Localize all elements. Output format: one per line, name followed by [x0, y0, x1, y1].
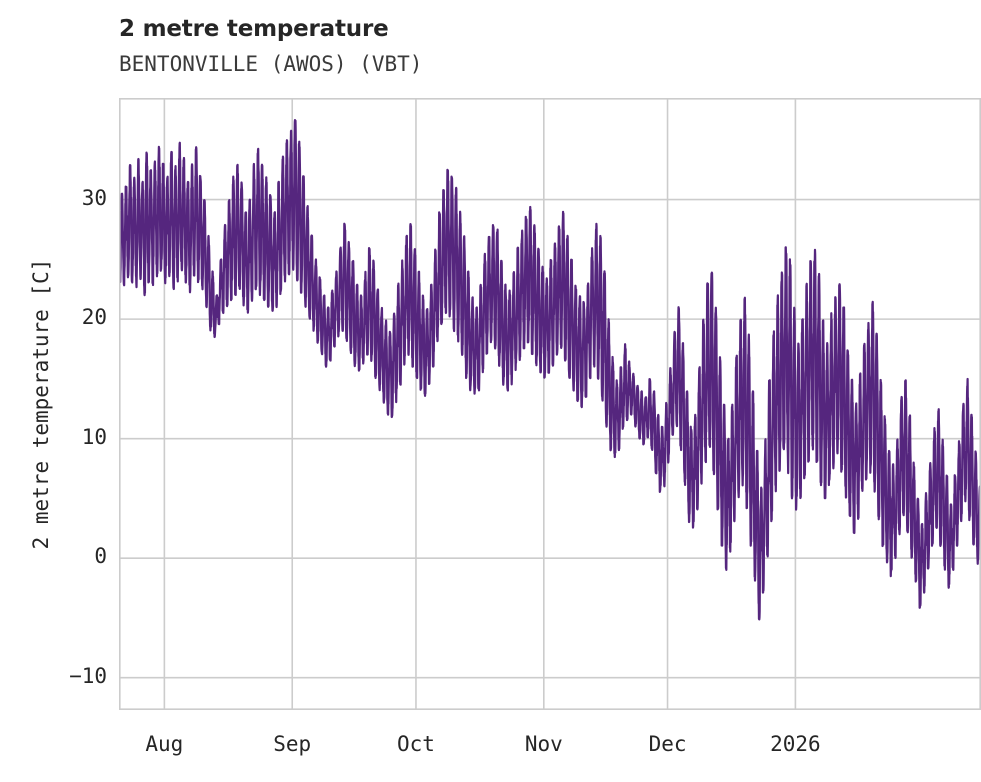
- x-tick-aug: Aug: [145, 732, 184, 756]
- plot-border: [119, 98, 981, 710]
- x-tick-dec: Dec: [648, 732, 687, 756]
- temperature-series-line: [119, 119, 981, 621]
- temperature-line-chart: [119, 98, 981, 710]
- page-title: 2 metre temperature: [119, 16, 389, 42]
- x-tick-2026: 2026: [770, 732, 821, 756]
- x-tick-nov: Nov: [524, 732, 563, 756]
- chart-subtitle: BENTONVILLE (AWOS) (VBT): [119, 52, 423, 76]
- y-axis-label: 2 metre temperature [C]: [29, 258, 53, 550]
- x-tick-oct: Oct: [396, 732, 435, 756]
- y-tick--10: −10: [69, 663, 107, 688]
- x-tick-sep: Sep: [273, 732, 312, 756]
- plot-area: [119, 98, 981, 710]
